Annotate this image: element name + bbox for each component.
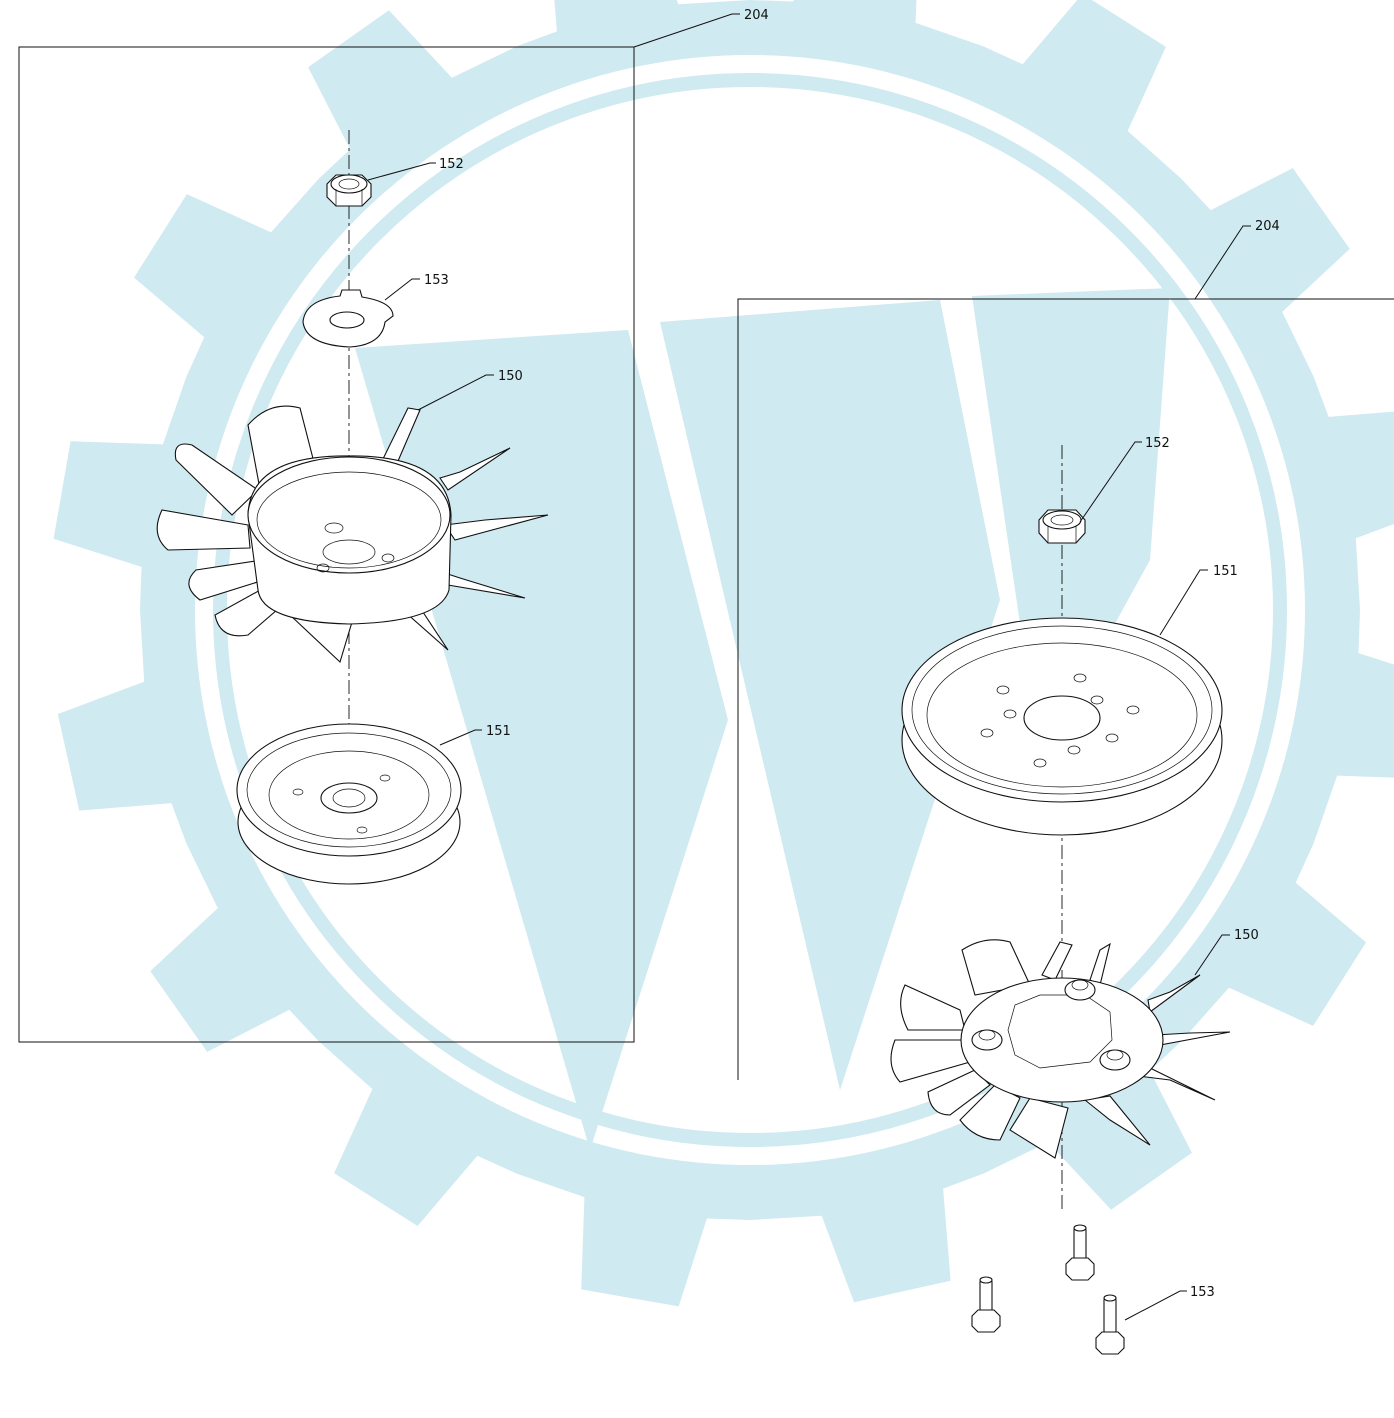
right-pulley <box>901 617 1223 836</box>
left-washer-callout: 153 <box>424 273 449 288</box>
left-fan <box>156 405 549 664</box>
right-flange-bolt-1 <box>1065 1224 1095 1281</box>
right-frame-callout: 204 <box>1255 219 1280 234</box>
left-pulley-callout: 151 <box>486 724 511 739</box>
left-frame-callout: 204 <box>744 8 769 23</box>
left-fan-leader <box>417 374 494 411</box>
left-lock-nut <box>326 174 372 207</box>
right-pulley-callout: 151 <box>1213 564 1238 579</box>
right-flange-bolt-2 <box>971 1276 1001 1333</box>
watermark-w-middle-stroke <box>660 300 1000 1090</box>
right-view-frame <box>737 298 1394 1080</box>
right-view: 204 152 <box>737 219 1394 1355</box>
watermark-gear-logo <box>53 0 1394 1307</box>
left-view-frame <box>18 46 635 1043</box>
left-pulley-leader <box>439 729 482 746</box>
left-nut-callout: 152 <box>439 157 464 172</box>
left-washer <box>302 289 394 348</box>
watermark-ring <box>213 73 1287 1147</box>
left-view: 204 152 153 <box>18 8 769 1043</box>
right-lock-nut <box>1038 509 1086 544</box>
left-fan-callout: 150 <box>498 369 523 384</box>
right-pulley-leader <box>1159 569 1208 636</box>
right-bolt-leader <box>1124 1290 1187 1321</box>
right-frame-leader <box>1194 225 1251 300</box>
right-nut-leader <box>1079 441 1142 523</box>
right-bolt-callout: 153 <box>1190 1285 1215 1300</box>
left-washer-leader <box>384 278 420 301</box>
right-flange-bolt-3 <box>1095 1294 1125 1355</box>
watermark-gear-shape <box>53 0 1394 1307</box>
left-pulley <box>236 723 462 885</box>
right-fan-leader <box>1194 934 1230 976</box>
right-nut-callout: 152 <box>1145 436 1170 451</box>
left-frame-leader <box>633 13 740 48</box>
right-fan <box>890 939 1231 1159</box>
left-nut-leader <box>367 162 436 181</box>
right-fan-callout: 150 <box>1234 928 1259 943</box>
